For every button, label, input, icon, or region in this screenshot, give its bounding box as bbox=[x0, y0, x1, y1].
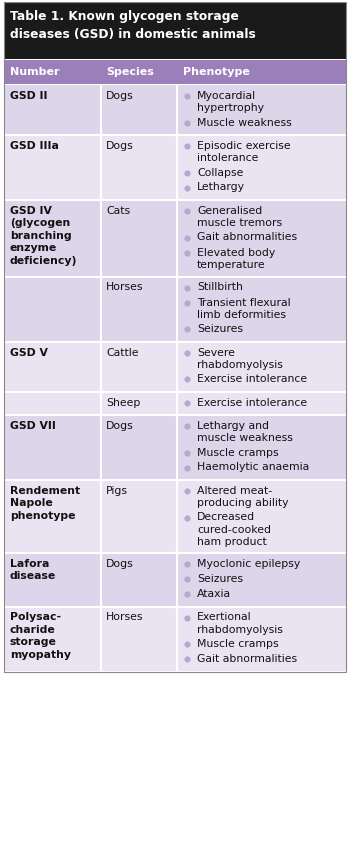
Text: Altered meat-
producing ability: Altered meat- producing ability bbox=[197, 486, 288, 509]
Text: Cats: Cats bbox=[106, 206, 130, 216]
Text: Elevated body
temperature: Elevated body temperature bbox=[197, 248, 275, 270]
Text: Haemolytic anaemia: Haemolytic anaemia bbox=[197, 462, 309, 472]
Bar bbox=[4, 342, 346, 392]
Bar bbox=[4, 2, 346, 59]
Text: Muscle cramps: Muscle cramps bbox=[197, 448, 279, 458]
Text: Myocardial
hypertrophy: Myocardial hypertrophy bbox=[197, 91, 264, 114]
Text: Horses: Horses bbox=[106, 282, 144, 293]
Text: Exercise intolerance: Exercise intolerance bbox=[197, 374, 307, 384]
Text: Horses: Horses bbox=[106, 612, 144, 622]
Bar bbox=[4, 200, 346, 276]
Text: Species: Species bbox=[106, 67, 154, 77]
Bar bbox=[4, 415, 346, 480]
Text: Dogs: Dogs bbox=[106, 141, 134, 151]
Text: Muscle cramps: Muscle cramps bbox=[197, 639, 279, 649]
Text: Stillbirth: Stillbirth bbox=[197, 282, 243, 293]
Text: Pigs: Pigs bbox=[106, 486, 128, 496]
Bar bbox=[4, 553, 346, 606]
Text: Myoclonic epilepsy: Myoclonic epilepsy bbox=[197, 559, 300, 569]
Text: GSD V: GSD V bbox=[10, 348, 48, 358]
Text: Episodic exercise
intolerance: Episodic exercise intolerance bbox=[197, 141, 290, 164]
Bar bbox=[4, 135, 346, 200]
Text: Dogs: Dogs bbox=[106, 91, 134, 101]
Text: GSD IIIa: GSD IIIa bbox=[10, 141, 59, 151]
Text: Decreased
cured-cooked
ham product: Decreased cured-cooked ham product bbox=[197, 512, 271, 547]
Bar bbox=[4, 2, 346, 672]
Text: Gait abnormalities: Gait abnormalities bbox=[197, 232, 297, 243]
Text: Seizures: Seizures bbox=[197, 324, 243, 334]
Text: Number: Number bbox=[10, 67, 60, 77]
Bar bbox=[4, 276, 346, 342]
Bar bbox=[4, 606, 346, 672]
Text: Phenotype: Phenotype bbox=[183, 67, 250, 77]
Text: Severe
rhabdomyolysis: Severe rhabdomyolysis bbox=[197, 348, 283, 370]
Bar bbox=[4, 480, 346, 553]
Text: Sheep: Sheep bbox=[106, 398, 140, 408]
Text: Collapse: Collapse bbox=[197, 168, 243, 177]
Bar bbox=[4, 60, 346, 84]
Text: Exertional
rhabdomyolysis: Exertional rhabdomyolysis bbox=[197, 612, 283, 635]
Text: Ataxia: Ataxia bbox=[197, 589, 231, 599]
Text: Seizures: Seizures bbox=[197, 574, 243, 584]
Text: Cattle: Cattle bbox=[106, 348, 139, 358]
Text: GSD IV
(glycogen
branching
enzyme
deficiency): GSD IV (glycogen branching enzyme defici… bbox=[10, 206, 77, 265]
Bar bbox=[4, 85, 346, 135]
Bar bbox=[4, 392, 346, 415]
Text: Table 1. Known glycogen storage: Table 1. Known glycogen storage bbox=[10, 10, 239, 23]
Text: Dogs: Dogs bbox=[106, 421, 134, 431]
Text: Lethargy: Lethargy bbox=[197, 182, 245, 192]
Text: Polysac-
charide
storage
myopathy: Polysac- charide storage myopathy bbox=[10, 612, 71, 660]
Text: Generalised
muscle tremors: Generalised muscle tremors bbox=[197, 206, 282, 228]
Text: Dogs: Dogs bbox=[106, 559, 134, 569]
Text: diseases (GSD) in domestic animals: diseases (GSD) in domestic animals bbox=[10, 28, 256, 41]
Text: GSD VII: GSD VII bbox=[10, 421, 56, 431]
Text: Muscle weakness: Muscle weakness bbox=[197, 118, 292, 127]
Text: Lethargy and
muscle weakness: Lethargy and muscle weakness bbox=[197, 421, 293, 444]
Text: Gait abnormalities: Gait abnormalities bbox=[197, 654, 297, 664]
Text: Exercise intolerance: Exercise intolerance bbox=[197, 398, 307, 408]
Text: Transient flexural
limb deformities: Transient flexural limb deformities bbox=[197, 298, 290, 320]
Text: Lafora
disease: Lafora disease bbox=[10, 559, 56, 582]
Text: GSD II: GSD II bbox=[10, 91, 48, 101]
Text: Rendement
Napole
phenotype: Rendement Napole phenotype bbox=[10, 486, 80, 521]
